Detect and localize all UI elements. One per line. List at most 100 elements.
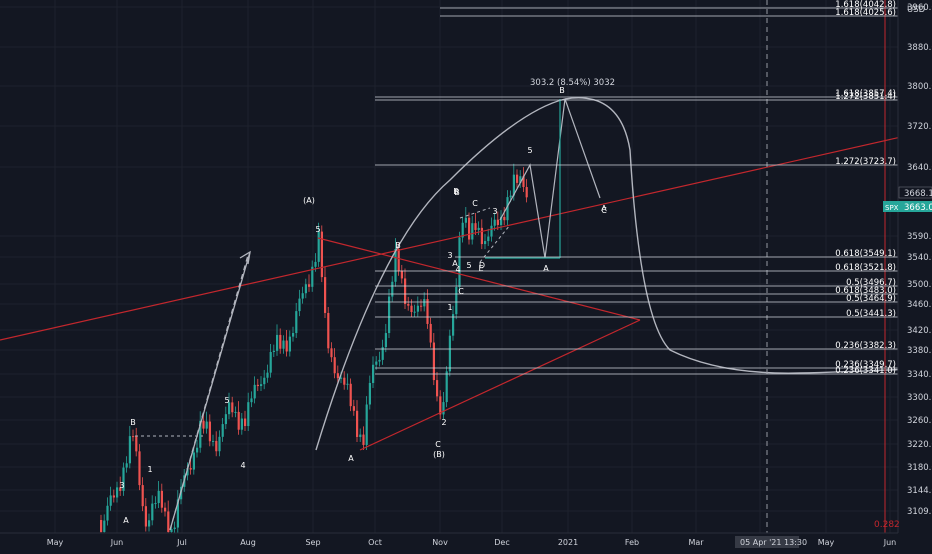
- candle-body: [157, 490, 160, 504]
- candle-body: [269, 351, 272, 373]
- time-tick-label: Oct: [368, 538, 382, 547]
- candle-body: [480, 227, 483, 245]
- candle-body: [109, 495, 112, 506]
- time-tick-label: Aug: [240, 538, 256, 547]
- candle-body: [336, 373, 339, 379]
- candle-body: [221, 424, 224, 437]
- candle-body: [327, 312, 330, 349]
- arc-curve[interactable]: [315, 98, 566, 451]
- drop-curve[interactable]: [564, 97, 932, 374]
- fib-label: 1.272(3723.7): [835, 157, 896, 167]
- trendline-top[interactable]: [317, 237, 641, 321]
- candle-body: [378, 359, 381, 362]
- time-tick-label: Dec: [494, 538, 509, 547]
- candle-body: [100, 520, 103, 532]
- wave-label: B: [454, 188, 460, 197]
- symbol-text: SPX: [885, 204, 899, 212]
- fib-label: 0.5(3464.9): [846, 294, 896, 304]
- price-tick-label: 3590.0: [907, 232, 932, 242]
- time-tick-label: Feb: [625, 538, 639, 547]
- candle-body: [516, 174, 519, 183]
- wave-label: (A): [303, 196, 315, 205]
- wave-label: C: [435, 440, 441, 449]
- candle-body: [231, 402, 234, 413]
- fib-label: 0.5(3441.3): [846, 309, 896, 319]
- trendline-long[interactable]: [0, 129, 932, 341]
- candle-body: [522, 176, 525, 188]
- candle-body: [132, 436, 135, 438]
- price-tick-label: 3500.0: [907, 280, 932, 290]
- candle-body: [346, 383, 349, 385]
- candle-body: [410, 305, 413, 313]
- candle-body: [455, 286, 458, 315]
- fib-label: 0.618(3521.8): [835, 263, 896, 273]
- measure-label: 303.2 (8.54%) 3032: [530, 78, 615, 88]
- candle-body: [103, 520, 106, 532]
- candle-body: [135, 436, 138, 452]
- price-axis[interactable]: 3960.0 3880.0 3800.0 3720.0 3640.0 3590.0 3540…: [907, 3, 932, 517]
- candle-body: [496, 219, 499, 226]
- time-tick-label: Nov: [432, 538, 448, 547]
- candle-body: [301, 293, 304, 299]
- candle-body: [416, 305, 419, 312]
- candle-body: [276, 334, 279, 351]
- candle-body: [484, 241, 487, 245]
- candle-body: [500, 216, 503, 226]
- price-tick-label: 3460.0: [907, 300, 932, 310]
- candle-body: [151, 503, 154, 521]
- candle-body: [250, 398, 253, 403]
- candle-body: [260, 384, 263, 387]
- dashed-b-to-c: [459, 207, 491, 219]
- candle-body: [237, 411, 240, 430]
- price-tick-label: 3960.0: [907, 3, 932, 13]
- candle-body: [164, 507, 167, 512]
- wave-label: B: [130, 418, 136, 427]
- wave-label: 1: [447, 303, 452, 312]
- wave-label: B: [559, 86, 565, 95]
- wave-label: D: [479, 261, 485, 270]
- candle-body: [154, 503, 157, 505]
- candle-body: [266, 372, 269, 378]
- crosshair-time-text: 05 Apr '21 13:30: [740, 538, 807, 547]
- candle-body: [148, 520, 151, 527]
- candle-body: [196, 447, 199, 453]
- candle-body: [477, 227, 480, 230]
- candle-body: [138, 451, 141, 486]
- wave-label: 3: [492, 207, 497, 216]
- candle-body: [141, 485, 144, 507]
- candle-body: [413, 311, 416, 313]
- candle-body: [333, 357, 336, 374]
- wave-label: 4: [240, 461, 245, 470]
- wave-label: 1: [147, 465, 152, 474]
- price-tick-label: 3800.0: [907, 82, 932, 92]
- trendline-bottom[interactable]: [359, 319, 641, 451]
- candle-body: [372, 364, 375, 383]
- candle-body: [474, 223, 477, 230]
- candle-body: [340, 377, 343, 379]
- candle-body: [400, 270, 403, 279]
- candle-body: [493, 219, 496, 226]
- price-tick-label: 3880.0: [907, 43, 932, 53]
- crosshair-time-badge: [735, 536, 799, 548]
- price-tick-label: 3300.0: [907, 393, 932, 403]
- wave-label: 5: [224, 396, 229, 405]
- fib-label: 0.618(3549.1): [835, 249, 896, 259]
- last-price-text: 3663.0: [904, 203, 932, 213]
- wave-label: E: [478, 264, 483, 273]
- candle-body: [356, 410, 359, 437]
- candle-body: [404, 278, 407, 304]
- wave-label: A: [543, 264, 549, 273]
- wave-label: (B): [433, 450, 445, 459]
- arrow-dashed[interactable]: [169, 254, 249, 531]
- candle-body: [292, 333, 295, 337]
- price-axis-bg: [898, 0, 932, 550]
- price-tick-label: 3420.0: [907, 326, 932, 336]
- candle-body: [205, 421, 208, 429]
- candle-body: [525, 187, 528, 198]
- candle-body: [519, 176, 522, 183]
- candle-body: [218, 436, 221, 452]
- time-tick-label: Jun: [883, 538, 897, 547]
- wave-label: 4: [455, 265, 460, 274]
